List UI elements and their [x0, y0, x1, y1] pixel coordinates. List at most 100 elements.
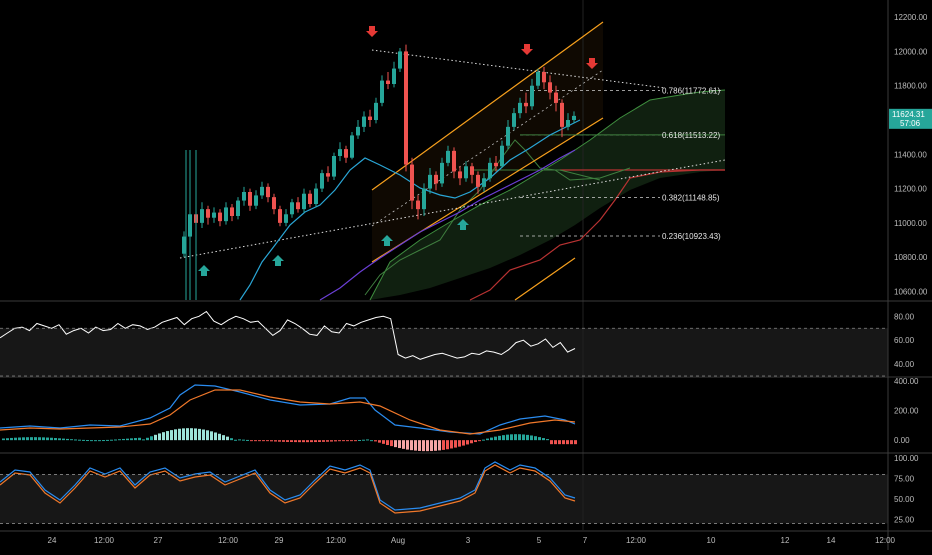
- macd-histogram-bar: [474, 440, 477, 443]
- time-tick-label: 29: [275, 536, 284, 545]
- stoch-tick-label: 50.00: [894, 495, 915, 504]
- candle-body: [260, 186, 264, 196]
- macd-histogram-bar: [150, 436, 153, 441]
- candle-body: [368, 116, 372, 120]
- time-tick-label: 12:00: [218, 536, 239, 545]
- macd-histogram-bar: [522, 434, 525, 441]
- macd-histogram-bar: [398, 440, 401, 449]
- macd-histogram-bar: [574, 440, 577, 445]
- candle-body: [386, 80, 390, 84]
- candle-body: [218, 212, 222, 222]
- macd-histogram-bar: [258, 440, 261, 442]
- macd-histogram-bar: [434, 440, 437, 451]
- candle-body: [476, 174, 480, 187]
- macd-histogram-bar: [422, 440, 425, 452]
- candle-body: [290, 202, 294, 215]
- candle-body: [458, 171, 462, 179]
- fib-label: 0.236(10923.43): [662, 232, 721, 241]
- lagging-tail: [559, 169, 601, 181]
- candle-body: [434, 174, 438, 184]
- macd-histogram-bar: [382, 440, 385, 444]
- candle-body: [500, 145, 504, 167]
- fib-label: 0.786(11772.61): [662, 86, 720, 95]
- rsi-line: [0, 310, 576, 360]
- ema-slow: [319, 149, 576, 301]
- stoch-d-line: [0, 464, 576, 514]
- price-tick-label: 11400.00: [894, 150, 927, 159]
- time-tick-label: 10: [707, 536, 716, 545]
- candle-body: [320, 173, 324, 189]
- macd-histogram-bar: [194, 428, 197, 441]
- sell-arrow-icon: [521, 44, 533, 55]
- buy-arrow-icon: [381, 235, 393, 246]
- candle-body: [314, 188, 318, 204]
- time-tick-label: 12:00: [94, 536, 115, 545]
- macd-histogram-bar: [446, 440, 449, 450]
- buy-arrow-icon: [272, 255, 284, 266]
- macd-histogram-bar: [546, 439, 549, 441]
- macd-histogram-bar: [170, 430, 173, 441]
- macd-histogram-bar: [22, 437, 25, 441]
- macd-histogram-bar: [210, 431, 213, 441]
- macd-histogram-bar: [266, 440, 269, 442]
- macd-histogram-bar: [154, 434, 157, 441]
- candle-body: [410, 164, 414, 201]
- macd-histogram-bar: [542, 438, 545, 441]
- stoch-tick-label: 75.00: [894, 475, 915, 484]
- macd-histogram-bar: [242, 439, 245, 441]
- macd-histogram-bar: [82, 439, 85, 441]
- macd-histogram-bar: [338, 440, 341, 442]
- macd-histogram-bar: [394, 440, 397, 448]
- time-tick-label: 3: [466, 536, 471, 545]
- macd-histogram-bar: [354, 440, 357, 442]
- cloud-span-b: [469, 169, 725, 301]
- macd-histogram-bar: [42, 437, 45, 441]
- macd-tick-label: 0.00: [894, 436, 910, 445]
- macd-histogram-bar: [450, 440, 453, 449]
- candle-body: [482, 178, 486, 187]
- cloud-span-a: [369, 89, 726, 301]
- upper-trendline: [371, 49, 666, 89]
- macd-histogram-bar: [562, 440, 565, 445]
- macd-histogram-bar: [98, 440, 101, 442]
- candle-body: [446, 150, 450, 163]
- macd-histogram-bar: [498, 435, 501, 441]
- macd-histogram-bar: [466, 440, 469, 445]
- macd-histogram-bar: [458, 440, 461, 447]
- macd-histogram-bar: [198, 428, 201, 441]
- sell-arrow-icon: [366, 26, 378, 37]
- candle-body: [200, 209, 204, 223]
- time-tick-label: 12:00: [875, 536, 896, 545]
- candle-body: [488, 162, 492, 179]
- candle-body: [566, 120, 570, 127]
- macd-histogram-bar: [10, 437, 13, 441]
- macd-histogram-bar: [182, 428, 185, 441]
- macd-tick-label: 200.00: [894, 407, 919, 416]
- candle-body: [464, 166, 468, 179]
- candle-body: [440, 162, 444, 184]
- macd-histogram-bar: [286, 440, 289, 442]
- macd-histogram-bar: [38, 437, 41, 441]
- macd-histogram-bar: [142, 439, 145, 441]
- macd-histogram-bar: [126, 438, 129, 441]
- macd-histogram-bar: [362, 439, 365, 441]
- macd-histogram-bar: [402, 440, 405, 449]
- macd-histogram-bar: [34, 437, 37, 441]
- candle-body: [206, 209, 210, 218]
- macd-histogram-bar: [418, 440, 421, 451]
- time-tick-label: Aug: [391, 536, 405, 545]
- candle-body: [494, 162, 498, 167]
- candle-body: [572, 115, 576, 120]
- stoch-tick-label: 100.00: [894, 454, 919, 463]
- candle-body: [374, 102, 378, 120]
- macd-histogram-bar: [226, 436, 229, 441]
- candle-body: [302, 193, 306, 210]
- candle-body: [356, 126, 360, 136]
- macd-histogram-bar: [214, 432, 217, 441]
- macd-line: [0, 384, 576, 435]
- macd-histogram-bar: [558, 440, 561, 445]
- macd-histogram-bar: [510, 434, 513, 441]
- macd-histogram-bar: [298, 440, 301, 443]
- macd-histogram-bar: [530, 435, 533, 441]
